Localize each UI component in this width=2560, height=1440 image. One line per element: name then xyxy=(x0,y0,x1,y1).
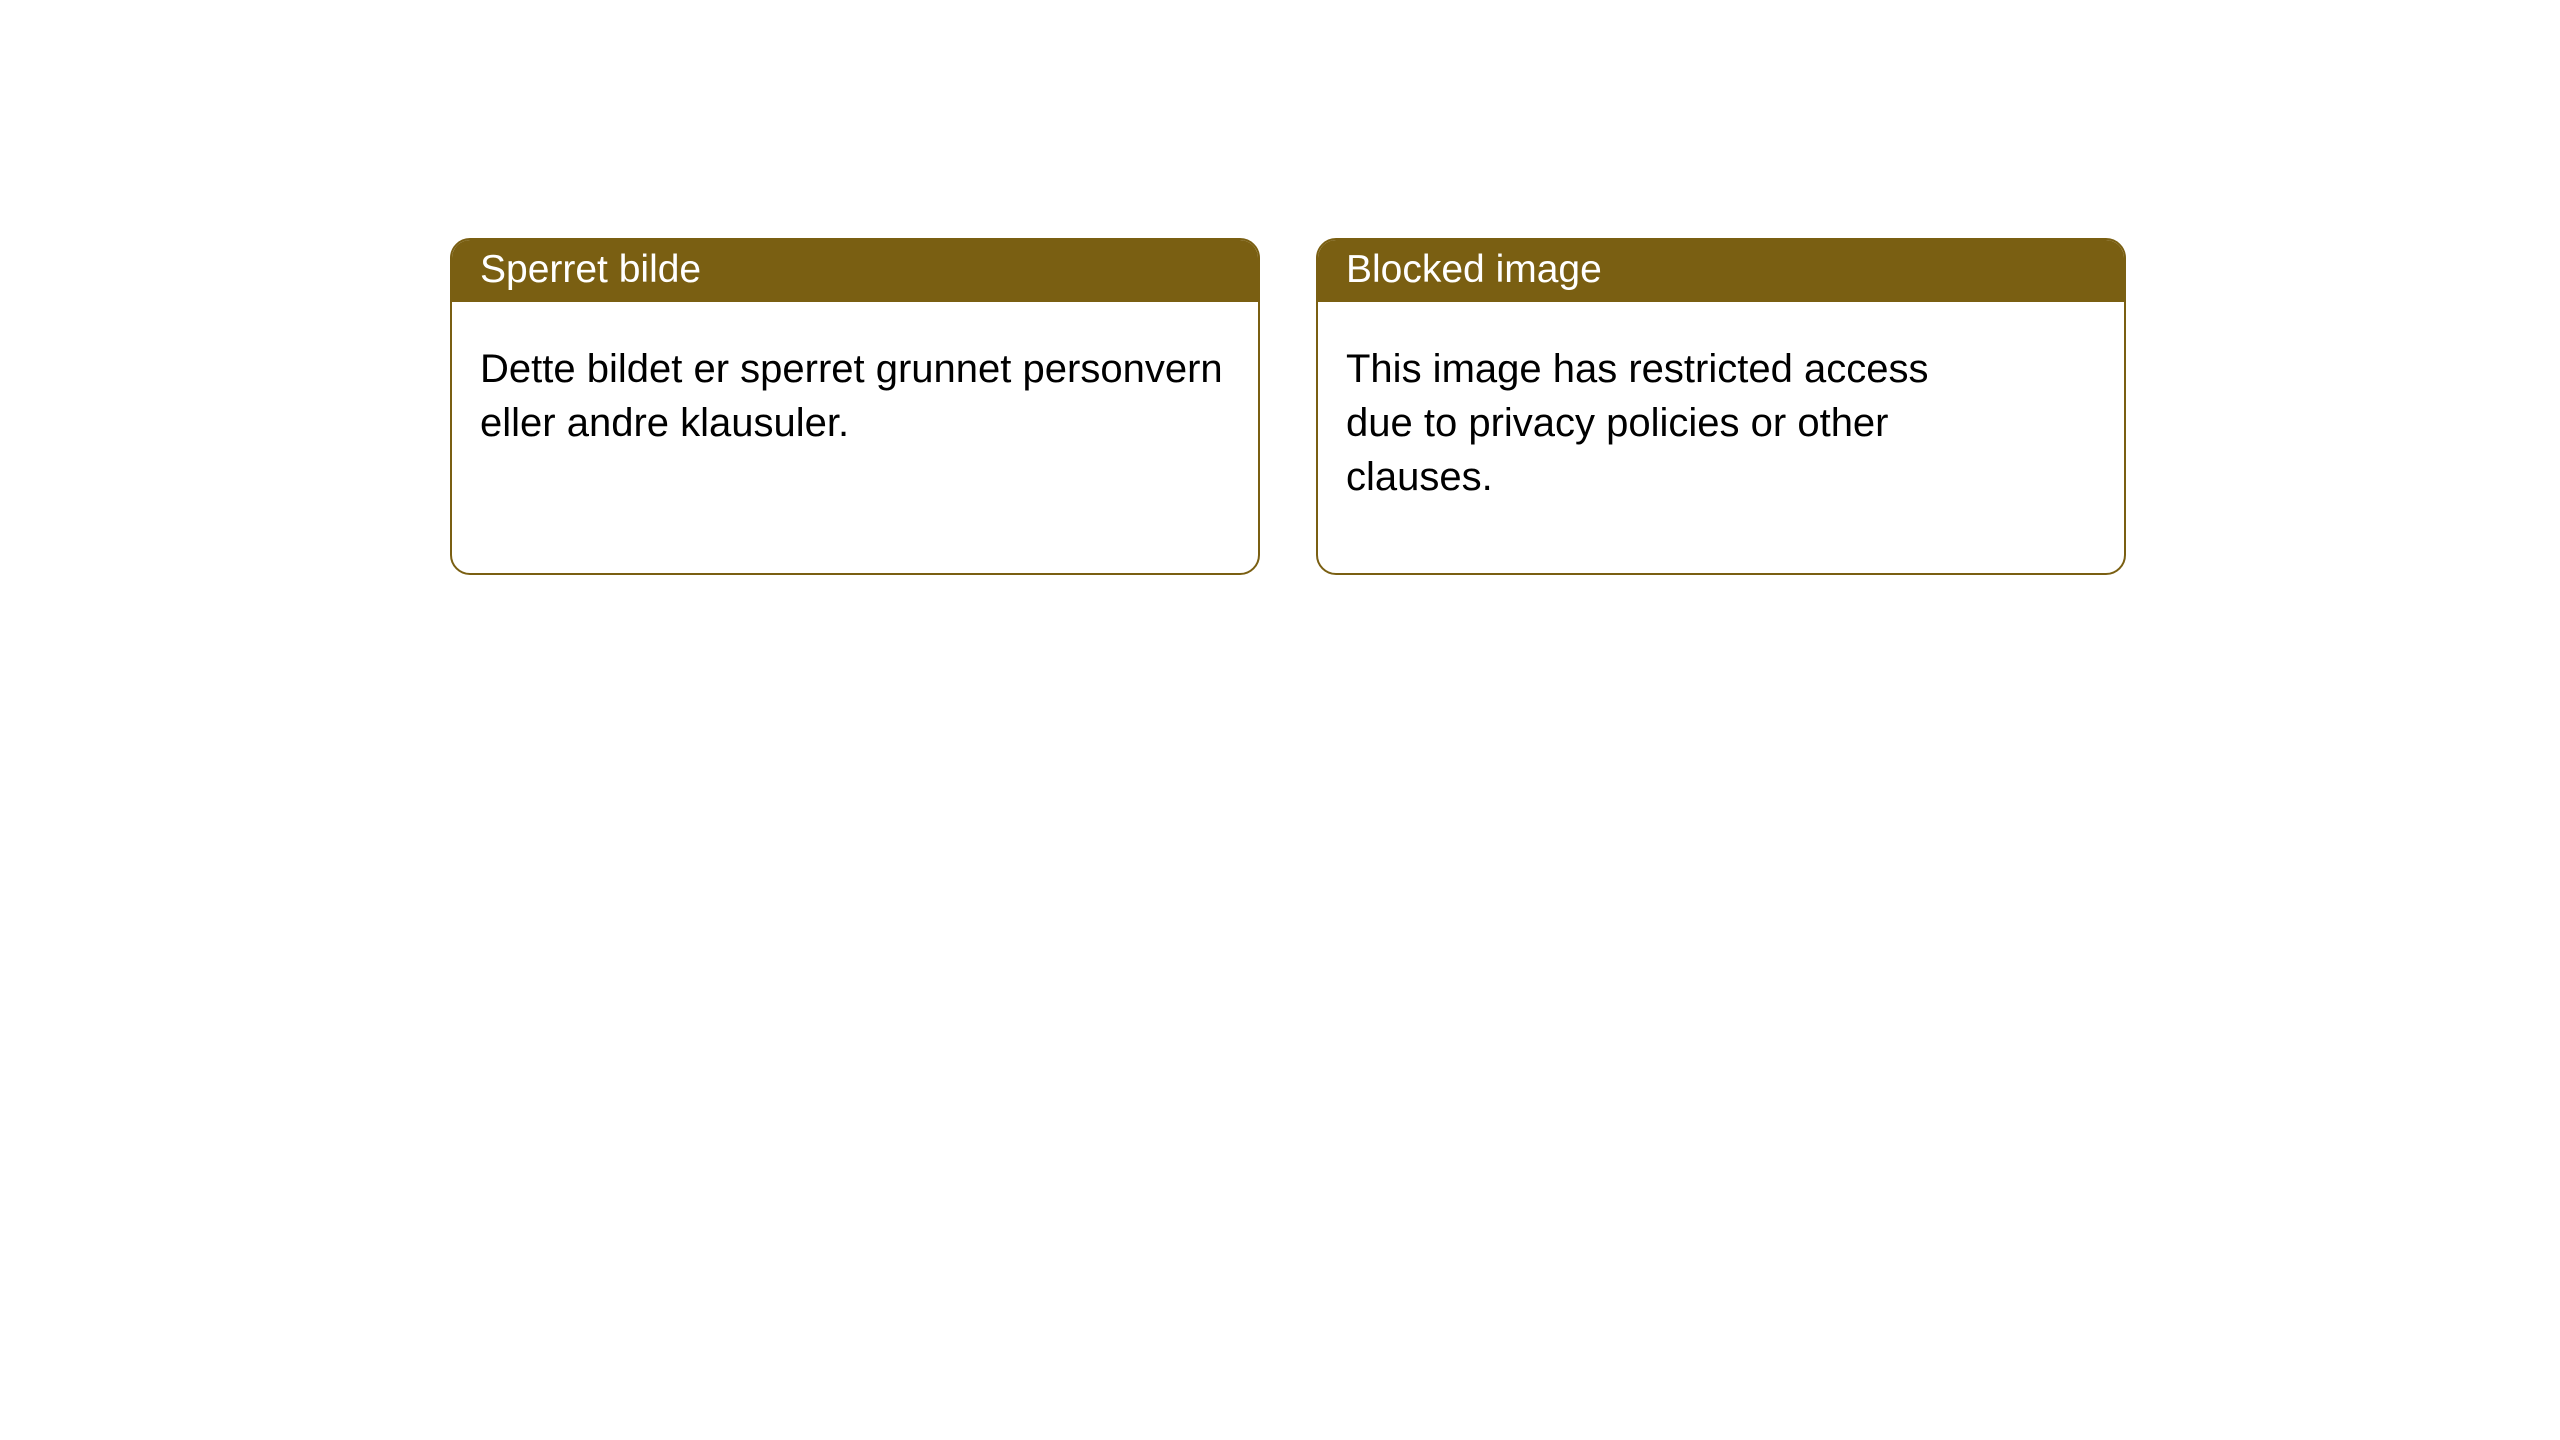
notice-title-no: Sperret bilde xyxy=(452,240,1258,302)
notice-card-norwegian: Sperret bilde Dette bildet er sperret gr… xyxy=(450,238,1260,575)
notice-title-en: Blocked image xyxy=(1318,240,2124,302)
notice-container: Sperret bilde Dette bildet er sperret gr… xyxy=(0,0,2560,575)
notice-body-en: This image has restricted access due to … xyxy=(1318,302,1998,544)
notice-body-no: Dette bildet er sperret grunnet personve… xyxy=(452,302,1258,490)
notice-card-english: Blocked image This image has restricted … xyxy=(1316,238,2126,575)
